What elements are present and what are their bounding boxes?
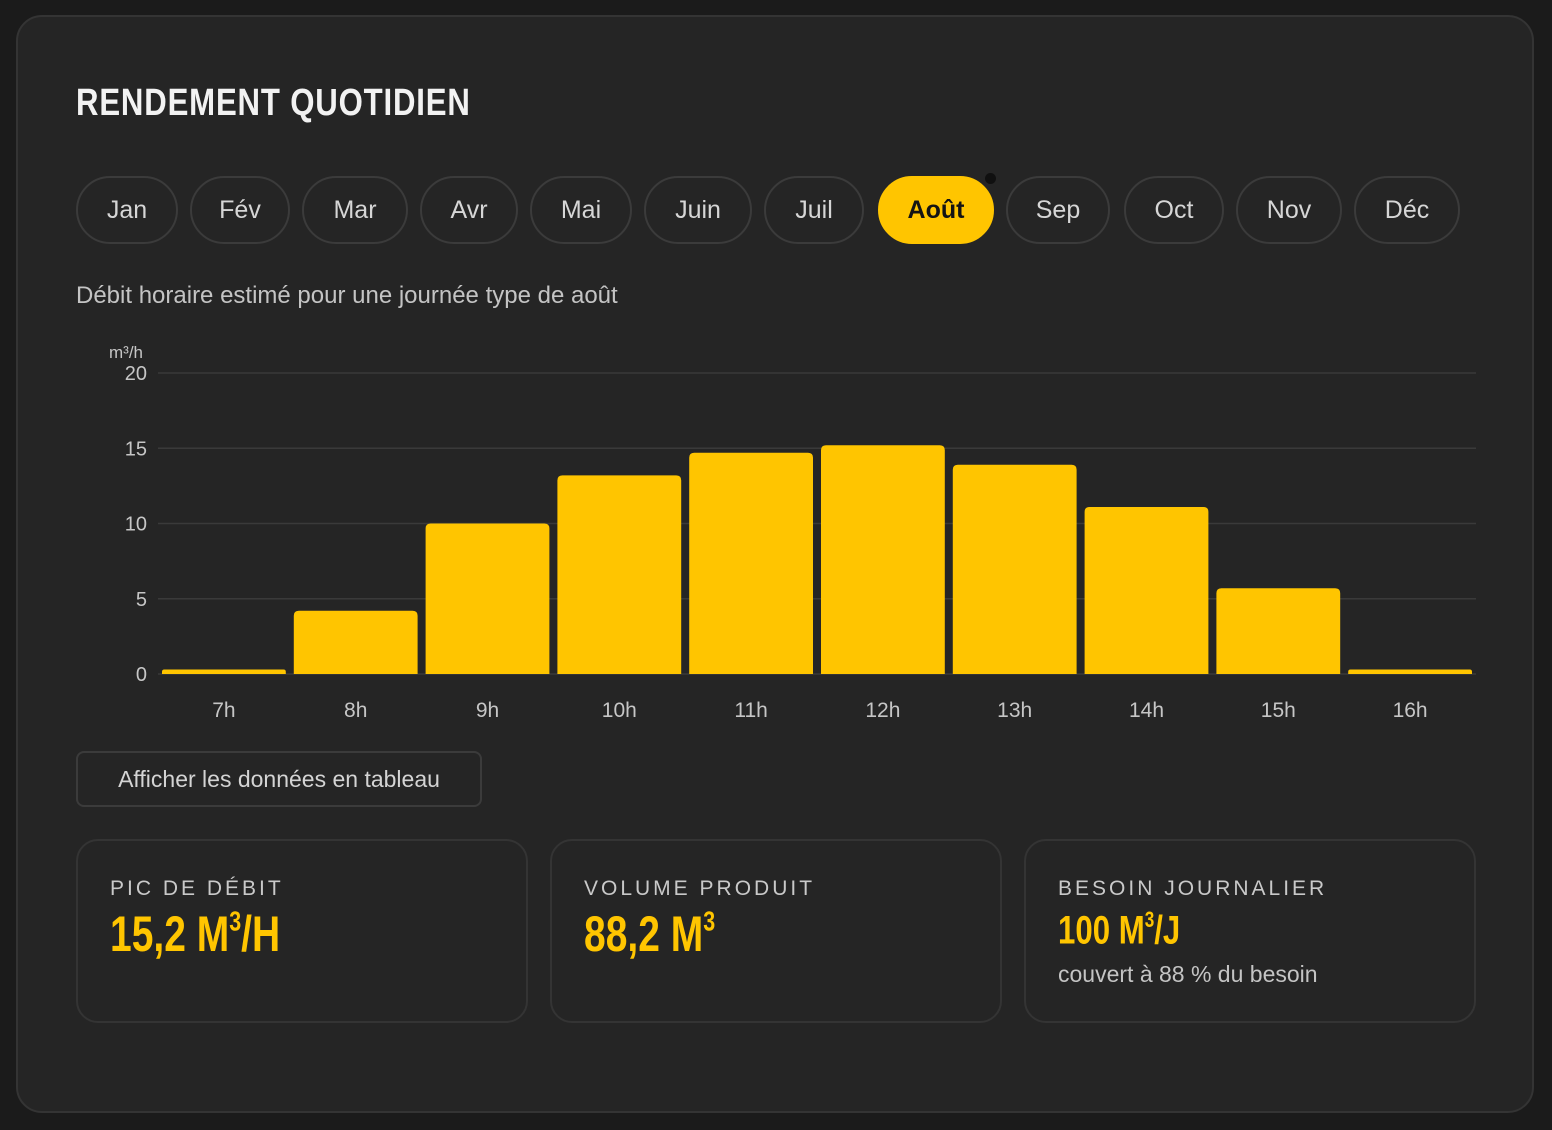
x-tick-label: 10h <box>602 699 637 722</box>
y-tick-label: 10 <box>125 514 147 536</box>
show-table-button[interactable]: Afficher les données en tableau <box>76 751 482 807</box>
month-tab-sep[interactable]: Sep <box>1006 176 1110 244</box>
month-tab-juin[interactable]: Juin <box>644 176 752 244</box>
month-tab-nov[interactable]: Nov <box>1236 176 1342 244</box>
x-tick-label: 11h <box>734 699 767 722</box>
month-tab-oct[interactable]: Oct <box>1124 176 1224 244</box>
month-tab-avr[interactable]: Avr <box>420 176 518 244</box>
chart-subtitle: Débit horaire estimé pour une journée ty… <box>76 282 618 309</box>
stat-peak-label: PIC DE DÉBIT <box>110 877 284 900</box>
y-tick-label: 20 <box>125 363 147 385</box>
bar-8h <box>293 610 418 674</box>
active-month-dot <box>985 173 996 184</box>
x-tick-label: 15h <box>1261 699 1296 722</box>
stat-need-value: 100 M3/J <box>1058 907 1181 953</box>
y-tick-label: 15 <box>125 438 147 460</box>
bar-10h <box>557 475 682 674</box>
bar-15h <box>1216 588 1341 674</box>
month-tab-mai[interactable]: Mai <box>530 176 632 244</box>
x-tick-label: 16h <box>1393 699 1428 722</box>
y-tick-label: 0 <box>136 664 147 686</box>
bar-11h <box>689 452 813 674</box>
stat-need-coverage: couvert à 88 % du besoin <box>1058 961 1318 987</box>
x-tick-label: 8h <box>344 699 367 722</box>
month-tab-juil[interactable]: Juil <box>764 176 864 244</box>
x-tick-label: 12h <box>865 699 900 722</box>
stat-need-label: BESOIN JOURNALIER <box>1058 877 1328 900</box>
month-tab-aout[interactable]: Août <box>878 176 994 244</box>
stat-volume-value: 88,2 M3 <box>584 905 716 962</box>
x-tick-label: 9h <box>476 699 499 722</box>
month-tab-jan[interactable]: Jan <box>76 176 178 244</box>
bar-7h <box>162 669 286 674</box>
hourly-flow-bar-chart: m³/h 0 5 10 15 20 7h 8h 9h 10h 11h 12h 13h 14h 15h 16… <box>109 343 1476 722</box>
x-tick-label: 14h <box>1129 699 1164 722</box>
stat-card-peak: PIC DE DÉBIT 15,2 M3/H <box>76 839 528 1023</box>
panel-title: RENDEMENT QUOTIDIEN <box>76 82 471 124</box>
x-tick-label: 7h <box>212 699 235 722</box>
month-tab-fev[interactable]: Fév <box>190 176 290 244</box>
bar-16h <box>1348 669 1472 674</box>
month-tab-dec[interactable]: Déc <box>1354 176 1460 244</box>
y-axis-unit: m³/h <box>109 343 143 362</box>
y-tick-label: 5 <box>136 589 147 611</box>
x-axis: 7h 8h 9h 10h 11h 12h 13h 14h 15h 16h <box>212 699 1427 722</box>
bar-12h <box>821 445 945 674</box>
stat-volume-label: VOLUME PRODUIT <box>584 877 816 900</box>
chart-bars <box>162 445 1472 674</box>
bar-14h <box>1084 506 1209 674</box>
bar-13h <box>952 464 1077 674</box>
stat-card-volume: VOLUME PRODUIT 88,2 M3 <box>550 839 1002 1023</box>
x-tick-label: 13h <box>997 699 1032 722</box>
y-axis: m³/h 0 5 10 15 20 <box>109 343 147 686</box>
month-tab-mar[interactable]: Mar <box>302 176 408 244</box>
stat-peak-value: 15,2 M3/H <box>110 905 281 962</box>
stat-card-need: BESOIN JOURNALIER 100 M3/J couvert à 88 … <box>1024 839 1476 1023</box>
bar-9h <box>425 523 550 674</box>
